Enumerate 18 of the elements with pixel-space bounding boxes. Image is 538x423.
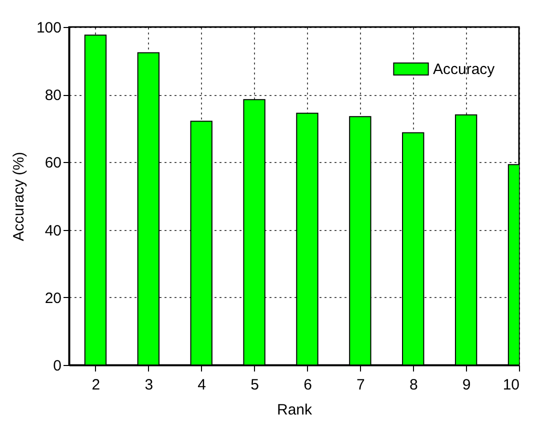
x-tick-label: 10 [502,376,520,394]
x-axis-title: Rank [276,402,312,418]
x-tick-label: 3 [144,376,154,394]
y-tick-label: 40 [44,222,62,240]
y-tick-label: 100 [36,20,62,36]
x-tick-label: 6 [304,376,312,394]
x-tick-label: 9 [462,376,471,394]
y-tick-label: 20 [44,290,62,307]
y-axis-title: Accuracy (%) [10,152,28,242]
x-tick-label: 2 [92,376,100,394]
x-tick-label: 5 [250,376,259,394]
x-tick-label: 7 [356,376,365,394]
x-tick-label: 8 [409,376,418,394]
y-tick-label: 60 [44,154,62,172]
legend-label: Accuracy [433,61,496,78]
y-tick-label: 0 [53,358,62,374]
x-tick-label: 4 [198,376,206,394]
y-tick-label: 80 [44,87,62,104]
